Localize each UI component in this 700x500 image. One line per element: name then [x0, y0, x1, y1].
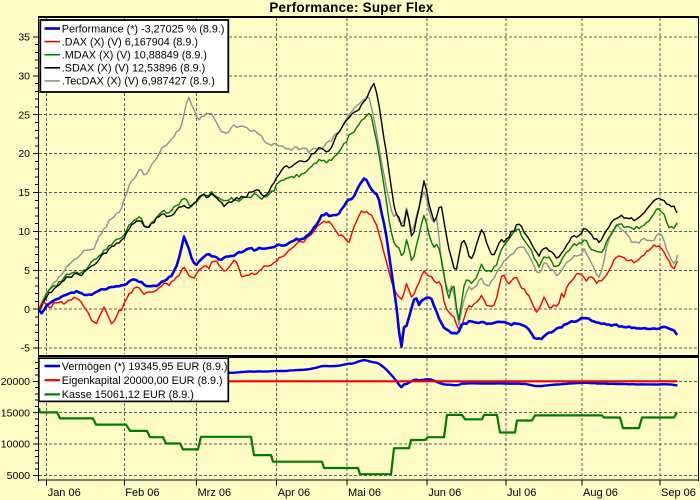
svg-text:Kasse 15061,12 EUR (8.9.): Kasse 15061,12 EUR (8.9.): [62, 389, 194, 401]
svg-text:Jun 06: Jun 06: [428, 487, 461, 499]
svg-text:20: 20: [18, 148, 30, 160]
svg-text:Performance: Super Flex: Performance: Super Flex: [269, 0, 434, 15]
svg-text:-5: -5: [21, 343, 30, 355]
svg-text:10000: 10000: [1, 439, 30, 451]
svg-text:Performance (*) -3,27025 % (8.: Performance (*) -3,27025 % (8.9.): [62, 23, 225, 35]
svg-text:25: 25: [18, 109, 30, 121]
svg-text:15: 15: [18, 187, 30, 199]
svg-text:.TecDAX (X) (V) 6,987427 (8.9.: .TecDAX (X) (V) 6,987427 (8.9.): [62, 76, 215, 88]
svg-text:.MDAX (X) (V) 10,88849 (8.9.): .MDAX (X) (V) 10,88849 (8.9.): [62, 50, 207, 62]
svg-text:0: 0: [24, 304, 30, 316]
svg-text:Eigenkapital 20000,00 EUR (8.9: Eigenkapital 20000,00 EUR (8.9.): [62, 375, 223, 387]
svg-text:10: 10: [18, 226, 30, 238]
svg-text:.DAX (X) (V) 6,167904 (8.9.): .DAX (X) (V) 6,167904 (8.9.): [62, 36, 198, 48]
svg-text:5000: 5000: [7, 470, 31, 482]
svg-text:Mai 06: Mai 06: [348, 487, 381, 499]
svg-text:Apr 06: Apr 06: [278, 487, 310, 499]
svg-text:Aug 06: Aug 06: [583, 487, 618, 499]
svg-text:.SDAX (X) (V) 12,53896 (8.9.): .SDAX (X) (V) 12,53896 (8.9.): [62, 63, 205, 75]
svg-text:Jul 06: Jul 06: [507, 487, 536, 499]
svg-text:Jan 06: Jan 06: [48, 487, 81, 499]
svg-text:15000: 15000: [1, 407, 30, 419]
svg-text:Mrz 06: Mrz 06: [198, 487, 232, 499]
svg-text:30: 30: [18, 70, 30, 82]
svg-text:5: 5: [24, 265, 30, 277]
svg-text:35: 35: [18, 32, 30, 44]
svg-text:Vermögen (*) 19345,95 EUR (8.9: Vermögen (*) 19345,95 EUR (8.9.): [62, 361, 228, 373]
svg-text:Feb 06: Feb 06: [125, 487, 159, 499]
svg-text:20000: 20000: [1, 376, 30, 388]
svg-text:Sep 06: Sep 06: [661, 487, 696, 499]
